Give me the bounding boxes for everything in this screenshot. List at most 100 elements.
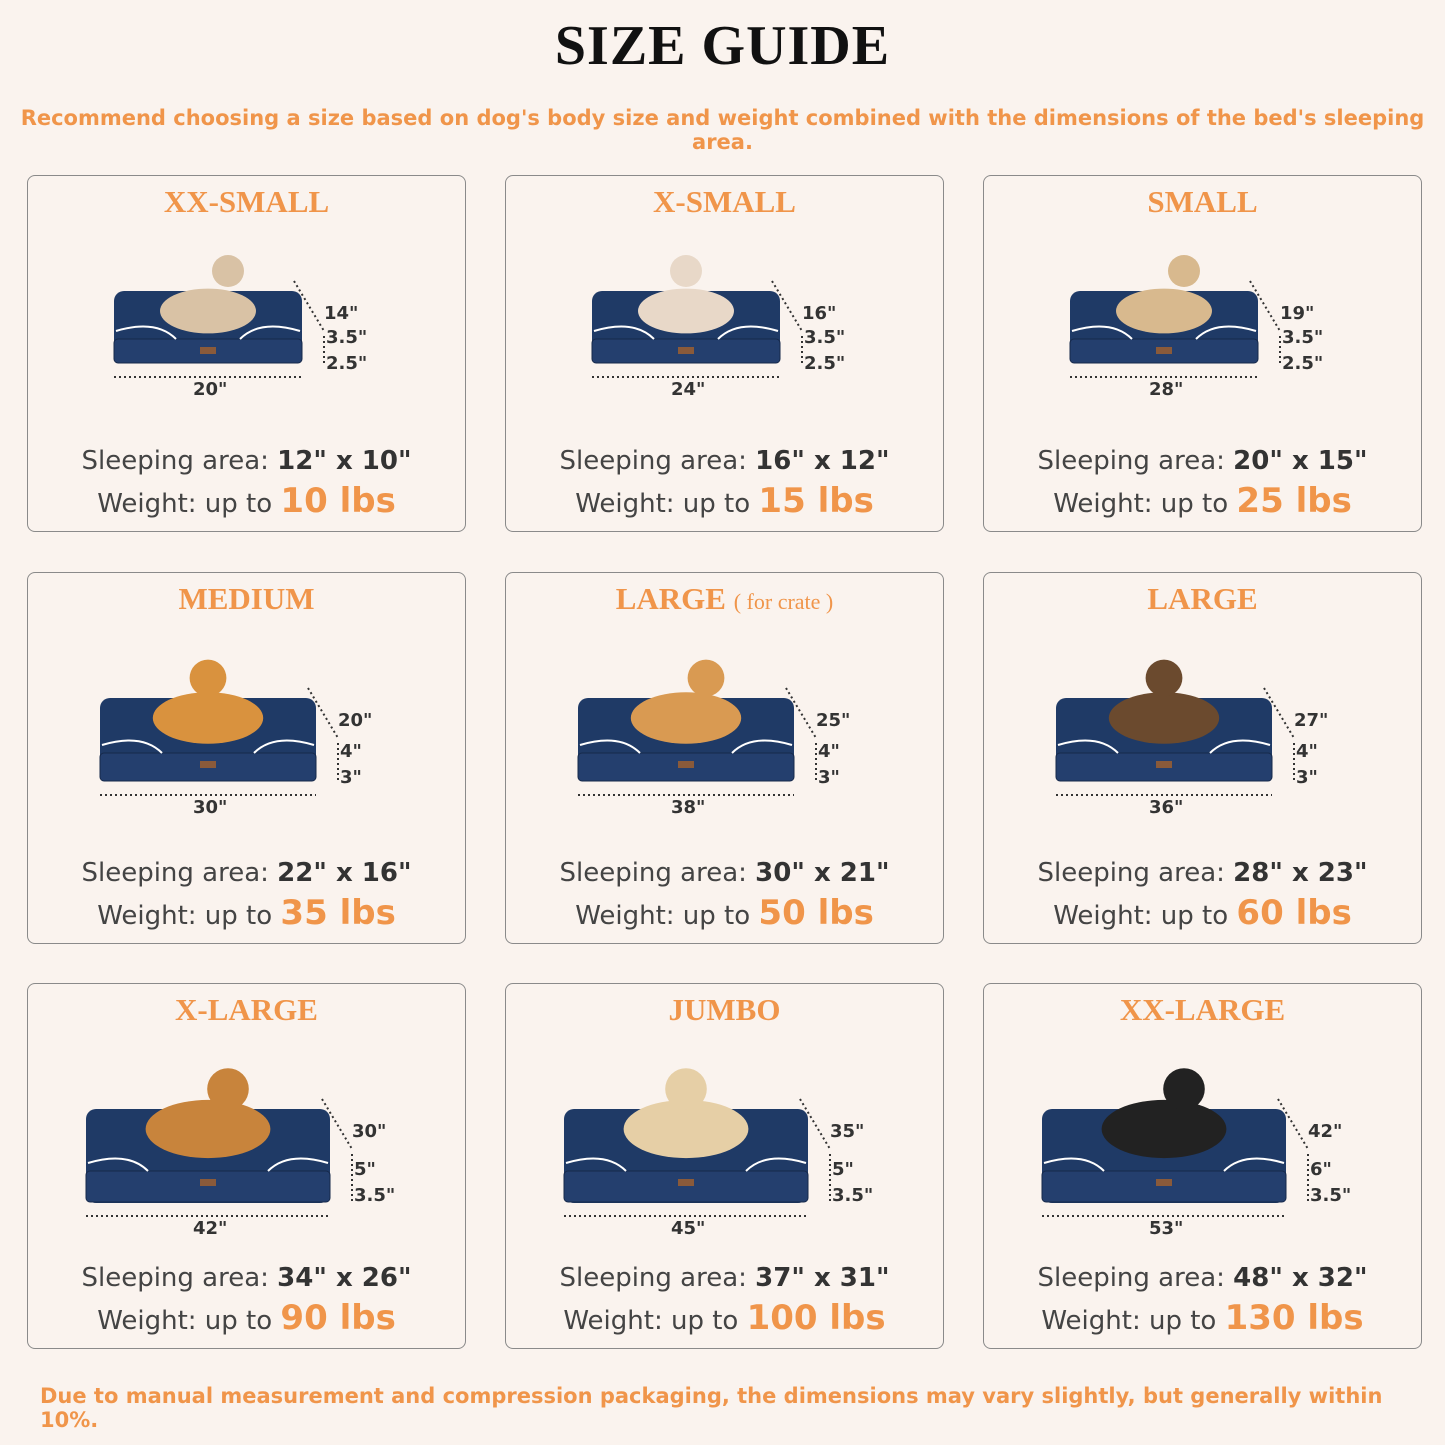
- size-card: XX-SMALL 20" 14" 3.5" 2.5" Sleeping a: [27, 175, 466, 532]
- top-height-label: 4": [1296, 741, 1318, 762]
- weight-limit: Weight: up to 10 lbs: [97, 481, 396, 521]
- page-subtitle: Recommend choosing a size based on dog's…: [20, 106, 1425, 154]
- size-title: XX-SMALL: [163, 184, 330, 219]
- depth-label: 14": [324, 303, 359, 324]
- base-height-label: 3.5": [832, 1185, 874, 1206]
- pet-image: [623, 1099, 749, 1159]
- pet-image: [145, 1099, 271, 1159]
- base-height-label: 3": [1296, 767, 1318, 788]
- pet-head: [687, 659, 725, 697]
- pet-head: [1145, 659, 1183, 697]
- sleeping-area: Sleeping area: 16" x 12": [559, 446, 890, 476]
- top-height-label: 3.5": [1282, 327, 1324, 348]
- size-card: X-SMALL 24" 16" 3.5" 2.5" Sleeping ar: [505, 175, 944, 532]
- size-title: MEDIUM: [178, 581, 315, 616]
- depth-label: 20": [338, 710, 373, 731]
- depth-label: 30": [352, 1121, 387, 1142]
- weight-limit: Weight: up to 90 lbs: [97, 1298, 396, 1338]
- size-card: SMALL 28" 19" 3.5" 2.5" Sleeping area: [983, 175, 1422, 532]
- top-height-label: 4": [340, 741, 362, 762]
- weight-limit: Weight: up to 100 lbs: [563, 1298, 886, 1338]
- depth-label: 19": [1280, 303, 1315, 324]
- length-label: 45": [671, 1218, 706, 1239]
- size-title: X-LARGE: [175, 992, 318, 1027]
- length-label: 20": [193, 379, 228, 400]
- depth-label: 35": [830, 1121, 865, 1142]
- bed-illustration: [1069, 255, 1281, 378]
- size-title: LARGE ( for crate ): [615, 581, 834, 616]
- sleeping-area: Sleeping area: 34" x 26": [81, 1263, 412, 1293]
- size-title: XX-LARGE: [1119, 992, 1286, 1027]
- base-height-label: 2.5": [326, 353, 368, 374]
- pet-head: [212, 255, 244, 287]
- weight-limit: Weight: up to 15 lbs: [575, 481, 874, 521]
- top-height-label: 5": [832, 1159, 854, 1180]
- top-height-label: 6": [1310, 1159, 1332, 1180]
- pet-head: [1168, 255, 1200, 287]
- depth-label: 27": [1294, 710, 1329, 731]
- weight-limit: Weight: up to 60 lbs: [1053, 893, 1352, 933]
- base-height-label: 3": [340, 767, 362, 788]
- top-height-label: 3.5": [804, 327, 846, 348]
- base-height-label: 3": [818, 767, 840, 788]
- length-label: 38": [671, 797, 706, 818]
- top-height-label: 4": [818, 741, 840, 762]
- length-label: 36": [1149, 797, 1184, 818]
- bed-illustration: [85, 1068, 353, 1217]
- length-label: 30": [193, 797, 228, 818]
- depth-label: 25": [816, 710, 851, 731]
- sleeping-area: Sleeping area: 12" x 10": [81, 446, 412, 476]
- size-card: MEDIUM 30" 20" 4" 3" Sleeping area: 2: [27, 572, 466, 944]
- pet-head: [207, 1068, 249, 1110]
- size-title: LARGE: [1147, 581, 1258, 616]
- pet-image: [638, 288, 734, 334]
- bed-illustration: [113, 255, 325, 378]
- depth-label: 16": [802, 303, 837, 324]
- pet-image: [160, 288, 256, 334]
- sleeping-area: Sleeping area: 28" x 23": [1037, 858, 1368, 888]
- size-card: JUMBO 45" 35" 5" 3.5" Sleeping area:: [505, 983, 944, 1349]
- pet-image: [630, 692, 742, 744]
- weight-limit: Weight: up to 25 lbs: [1053, 481, 1352, 521]
- base-height-label: 2.5": [804, 353, 846, 374]
- bed-illustration: [1055, 659, 1295, 796]
- bed-illustration: [99, 659, 339, 796]
- bed-illustration: [1041, 1068, 1309, 1217]
- size-card: LARGE 36" 27" 4" 3" Sleeping area: 28: [983, 572, 1422, 944]
- size-title: X-SMALL: [653, 184, 796, 219]
- sleeping-area: Sleeping area: 48" x 32": [1037, 1263, 1368, 1293]
- depth-label: 42": [1308, 1121, 1343, 1142]
- pet-head: [670, 255, 702, 287]
- size-title: SMALL: [1147, 184, 1258, 219]
- pet-image: [1108, 692, 1220, 744]
- length-label: 28": [1149, 379, 1184, 400]
- bed-illustration: [577, 659, 817, 796]
- bed-illustration: [563, 1068, 831, 1217]
- size-card: X-LARGE 42" 30" 5" 3.5" Sleeping area: [27, 983, 466, 1349]
- pet-image: [1116, 288, 1212, 334]
- bed-illustration: [591, 255, 803, 378]
- pet-head: [189, 659, 227, 697]
- top-height-label: 5": [354, 1159, 376, 1180]
- size-card: XX-LARGE 53" 42" 6" 3.5" Sleeping are: [983, 983, 1422, 1349]
- pet-image: [1101, 1099, 1227, 1159]
- footer-note: Due to manual measurement and compressio…: [40, 1384, 1383, 1432]
- base-height-label: 2.5": [1282, 353, 1324, 374]
- sleeping-area: Sleeping area: 22" x 16": [81, 858, 412, 888]
- top-height-label: 3.5": [326, 327, 368, 348]
- sleeping-area: Sleeping area: 20" x 15": [1037, 446, 1368, 476]
- base-height-label: 3.5": [354, 1185, 396, 1206]
- page-title: SIZE GUIDE: [554, 15, 891, 77]
- sleeping-area: Sleeping area: 37" x 31": [559, 1263, 890, 1293]
- size-title: JUMBO: [668, 992, 781, 1027]
- weight-limit: Weight: up to 130 lbs: [1041, 1298, 1364, 1338]
- pet-image: [152, 692, 264, 744]
- length-label: 24": [671, 379, 706, 400]
- size-card: LARGE ( for crate ) 38" 25" 4" 3" Slee: [505, 572, 944, 944]
- length-label: 53": [1149, 1218, 1184, 1239]
- length-label: 42": [193, 1218, 228, 1239]
- weight-limit: Weight: up to 35 lbs: [97, 893, 396, 933]
- base-height-label: 3.5": [1310, 1185, 1352, 1206]
- pet-head: [1163, 1068, 1205, 1110]
- sleeping-area: Sleeping area: 30" x 21": [559, 858, 890, 888]
